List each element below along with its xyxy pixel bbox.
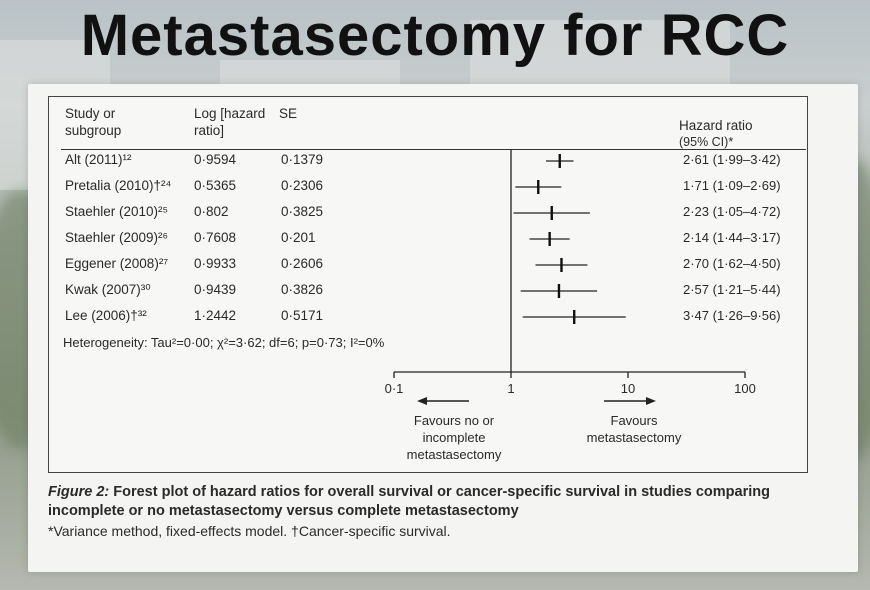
favours-right-label: Favours metastasectomy — [586, 413, 682, 445]
header-log-hr: Log [hazard ratio] — [194, 106, 266, 138]
row-hr-ci: 2·23 (1·05–4·72) — [683, 204, 781, 219]
heterogeneity-text: Heterogeneity: Tau²=0·00; χ²=3·62; df=6;… — [63, 335, 385, 350]
header-rule — [61, 149, 806, 150]
row-se: 0·3826 — [281, 282, 324, 297]
row-se: 0·1379 — [281, 152, 324, 167]
row-se: 0·2606 — [281, 256, 324, 271]
row-hr-ci: 3·47 (1·26–9·56) — [683, 308, 781, 323]
row-study-name: Pretalia (2010)†²⁴ — [65, 178, 172, 193]
row-study-name: Eggener (2008)²⁷ — [65, 256, 169, 271]
favours-left-label: Favours no or incomplete metastasectomy — [406, 413, 502, 462]
x-tick-label: 1 — [507, 381, 514, 396]
slide-title: Metastasectomy for RCC — [80, 3, 790, 68]
row-log-hr: 0·9933 — [194, 256, 237, 271]
header-hr: Hazard ratio (95% CI)* — [679, 118, 753, 149]
row-log-hr: 1·2442 — [194, 308, 237, 323]
row-hr-ci: 1·71 (1·09–2·69) — [683, 178, 781, 193]
row-hr-ci: 2·14 (1·44–3·17) — [683, 230, 781, 245]
row-study-name: Lee (2006)†³² — [65, 308, 147, 323]
x-tick-label: 100 — [734, 381, 756, 396]
figure-caption: Figure 2: Forest plot of hazard ratios f… — [48, 484, 770, 519]
header-se: SE — [279, 106, 298, 121]
row-log-hr: 0·9594 — [194, 152, 237, 167]
row-study-name: Alt (2011)¹² — [65, 152, 132, 167]
row-log-hr: 0·5365 — [194, 178, 237, 193]
row-study-name: Kwak (2007)³⁰ — [65, 282, 151, 297]
x-tick-label: 0·1 — [385, 381, 404, 396]
arrow-head-left-icon — [417, 397, 427, 405]
row-se: 0·5171 — [281, 308, 324, 323]
row-log-hr: 0·802 — [194, 204, 229, 219]
row-hr-ci: 2·57 (1·21–5·44) — [683, 282, 781, 297]
row-hr-ci: 2·61 (1·99–3·42) — [683, 152, 781, 167]
row-se: 0·3825 — [281, 204, 324, 219]
row-study-name: Staehler (2009)²⁶ — [65, 230, 169, 245]
header-study: Study or subgroup — [65, 106, 122, 138]
row-se: 0·2306 — [281, 178, 324, 193]
row-log-hr: 0·7608 — [194, 230, 237, 245]
row-log-hr: 0·9439 — [194, 282, 237, 297]
x-tick-label: 10 — [621, 381, 635, 396]
arrow-head-right-icon — [646, 397, 656, 405]
forest-plot-frame: Study or subgroup Log [hazard ratio] SE … — [48, 96, 808, 473]
row-study-name: Staehler (2010)²⁵ — [65, 204, 169, 219]
row-hr-ci: 2·70 (1·62–4·50) — [683, 256, 781, 271]
figure-note: *Variance method, fixed-effects model. †… — [48, 523, 451, 539]
row-se: 0·201 — [281, 230, 316, 245]
forest-plot-svg: 0·1 1 10 100 — [385, 149, 756, 405]
